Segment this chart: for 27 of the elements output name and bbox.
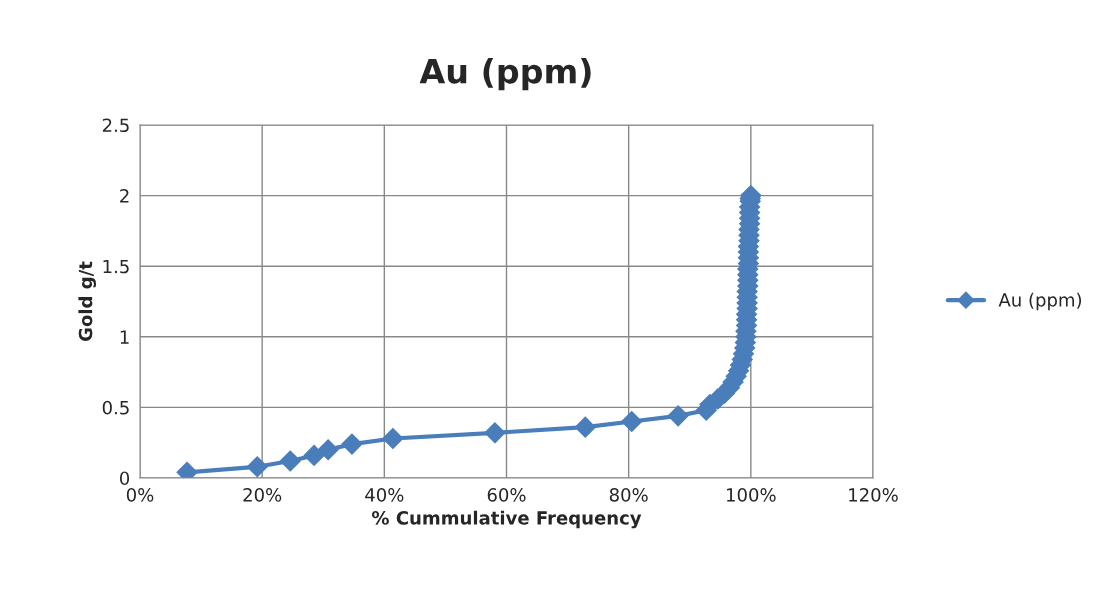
legend-label: Au (ppm) xyxy=(998,292,1082,311)
point xyxy=(621,411,643,433)
point xyxy=(246,456,268,478)
x-tick-label: 100% xyxy=(727,488,776,502)
x-tick-label: 40% xyxy=(365,488,404,502)
point xyxy=(341,433,363,455)
x-tick-label: 80% xyxy=(609,488,648,502)
x-tick-label: 60% xyxy=(487,488,526,502)
point xyxy=(574,416,596,438)
chart-title: Au (ppm) xyxy=(419,58,591,91)
y-tick-label: 0 xyxy=(119,471,130,486)
point xyxy=(279,450,301,472)
point xyxy=(317,439,339,461)
point xyxy=(667,405,689,427)
y-axis-title: Gold g/t xyxy=(78,261,97,341)
point xyxy=(303,444,325,466)
x-tick-label: 120% xyxy=(849,488,898,502)
point xyxy=(382,427,404,449)
y-tick-label: 1.5 xyxy=(103,259,129,274)
y-tick-label: 1 xyxy=(120,330,129,344)
y-tick-label: 2.5 xyxy=(102,118,129,133)
x-axis-title: % Cummulative Frequency xyxy=(372,510,642,529)
y-tick-label: 2 xyxy=(120,189,129,203)
x-tick-label: 0% xyxy=(126,488,154,502)
point xyxy=(484,422,506,444)
x-tick-label: 20% xyxy=(243,488,282,502)
y-tick-label: 0.5 xyxy=(102,400,129,415)
